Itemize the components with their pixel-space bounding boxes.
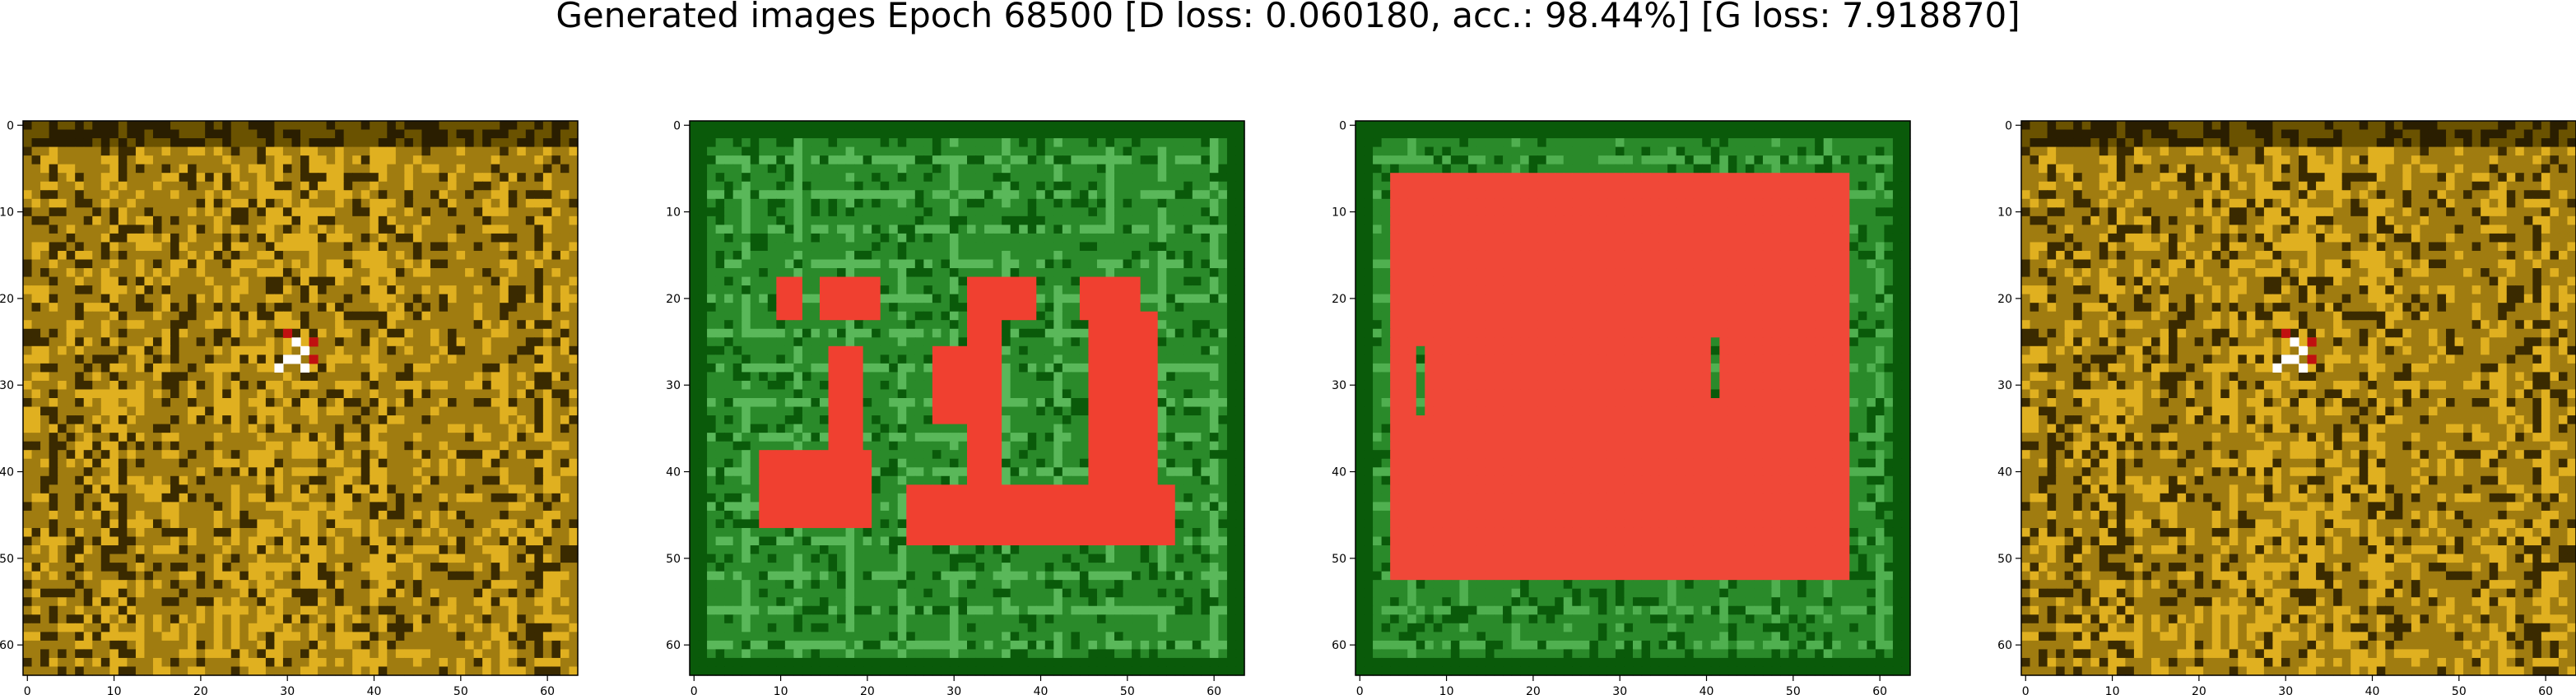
x-tick-label: 30 xyxy=(280,685,295,695)
x-tick-label: 0 xyxy=(690,685,698,695)
y-tick-label: 20 xyxy=(666,293,681,306)
axes-frame xyxy=(1355,120,1911,676)
axes-frame xyxy=(22,120,579,676)
x-tick-label: 0 xyxy=(24,685,31,695)
y-tick-label: 10 xyxy=(1997,206,2012,220)
heatmap-image xyxy=(1355,121,1911,676)
x-tick-label: 20 xyxy=(2192,685,2206,695)
y-tick-label: 20 xyxy=(1332,293,1346,306)
y-tick-label: 20 xyxy=(1997,293,2012,306)
x-tick-label: 10 xyxy=(774,685,788,695)
y-tick-label: 60 xyxy=(666,639,681,652)
y-tick-label: 40 xyxy=(666,466,681,480)
y-tick-label: 40 xyxy=(0,466,14,480)
y-tick-label: 60 xyxy=(0,639,14,652)
y-tick-label: 0 xyxy=(2005,119,2012,132)
heatmap-image xyxy=(690,121,1245,676)
y-tick-label: 40 xyxy=(1332,466,1346,480)
x-tick-label: 40 xyxy=(367,685,382,695)
y-tick-label: 50 xyxy=(666,553,681,566)
x-tick-label: 30 xyxy=(2278,685,2293,695)
y-tick-label: 30 xyxy=(666,379,681,392)
axes-frame xyxy=(2020,120,2576,676)
y-tick-label: 30 xyxy=(1997,379,2012,392)
y-tick-label: 10 xyxy=(666,206,681,220)
y-tick-label: 0 xyxy=(1339,119,1346,132)
subplot-4: 0 10 20 30 40 50 60 0 10 20 30 40 50 60 xyxy=(1997,119,2576,695)
y-tick-label: 0 xyxy=(673,119,681,132)
figure-title: Generated images Epoch 68500 [D loss: 0.… xyxy=(556,0,2020,35)
x-tick-label: 50 xyxy=(2452,685,2467,695)
y-tick-label: 20 xyxy=(0,293,14,306)
y-tick-label: 50 xyxy=(0,553,14,566)
x-tick-label: 50 xyxy=(1786,685,1801,695)
y-tick-label: 40 xyxy=(1997,466,2012,480)
y-tick-label: 60 xyxy=(1997,639,2012,652)
subplot-3: 0 10 20 30 40 50 60 0 10 20 30 40 50 60 xyxy=(1332,119,1911,695)
x-tick-label: 50 xyxy=(453,685,468,695)
x-tick-label: 30 xyxy=(946,685,961,695)
y-tick-label: 10 xyxy=(1332,206,1346,220)
x-tick-label: 40 xyxy=(1700,685,1714,695)
x-tick-label: 40 xyxy=(2365,685,2380,695)
heatmap-image xyxy=(2021,121,2576,676)
x-tick-label: 20 xyxy=(860,685,875,695)
x-tick-label: 10 xyxy=(2105,685,2120,695)
x-tick-label: 0 xyxy=(1356,685,1364,695)
x-tick-label: 60 xyxy=(1207,685,1221,695)
subplot-2: 0 10 20 30 40 50 60 0 10 20 30 40 50 60 xyxy=(666,119,1245,695)
x-tick-label: 10 xyxy=(107,685,122,695)
y-tick-label: 30 xyxy=(1332,379,1346,392)
axes-frame xyxy=(689,120,1245,676)
x-tick-label: 40 xyxy=(1034,685,1049,695)
x-tick-label: 30 xyxy=(1612,685,1627,695)
x-tick-label: 60 xyxy=(2538,685,2553,695)
x-tick-label: 60 xyxy=(1872,685,1887,695)
y-tick-label: 10 xyxy=(0,206,14,220)
y-tick-label: 60 xyxy=(1332,639,1346,652)
y-tick-label: 50 xyxy=(1332,553,1346,566)
x-tick-label: 50 xyxy=(1120,685,1135,695)
x-tick-label: 20 xyxy=(193,685,208,695)
y-tick-label: 30 xyxy=(0,379,14,392)
subplot-1: 0 10 20 30 40 50 60 0 10 20 30 40 50 60 xyxy=(0,119,579,695)
x-tick-label: 0 xyxy=(2022,685,2030,695)
x-tick-label: 20 xyxy=(1526,685,1541,695)
y-tick-label: 0 xyxy=(7,119,14,132)
y-tick-label: 50 xyxy=(1997,553,2012,566)
x-tick-label: 10 xyxy=(1439,685,1454,695)
heatmap-image xyxy=(23,121,579,676)
x-tick-label: 60 xyxy=(540,685,555,695)
